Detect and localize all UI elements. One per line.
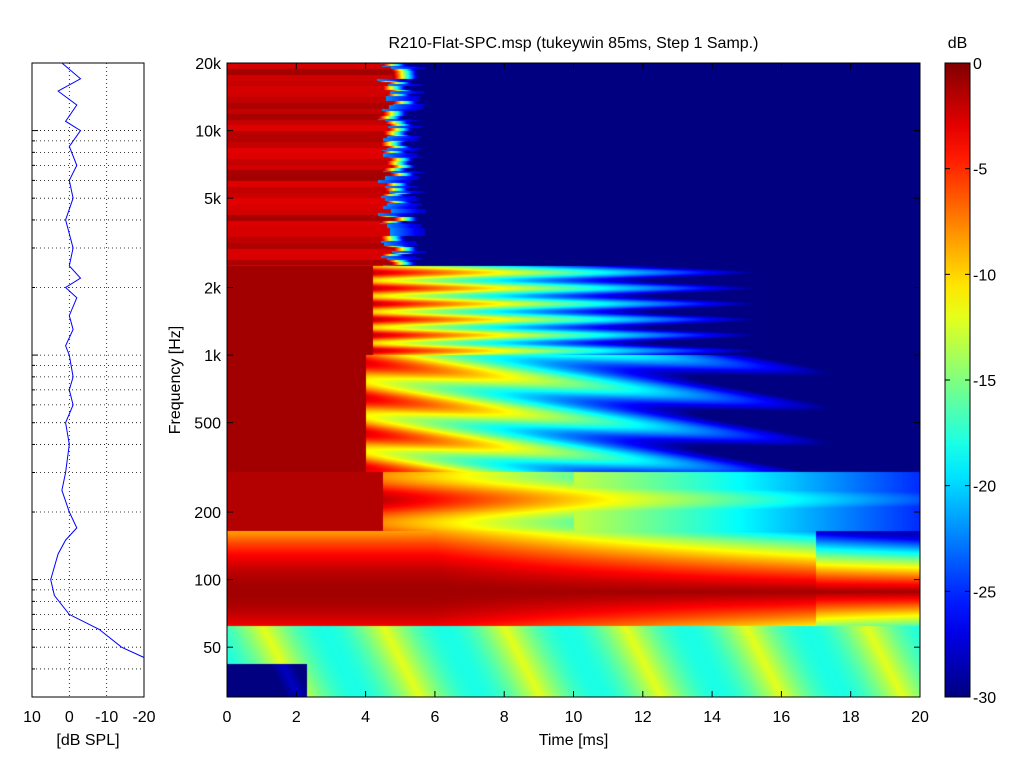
fr-x-tick-label: 10 (23, 709, 41, 726)
colorbar-tick-label: -10 (973, 267, 996, 284)
x-tick-label: 18 (842, 709, 860, 726)
colorbar-label: dB (948, 35, 968, 52)
y-tick-label: 5k (204, 191, 222, 208)
colorbar-tick-label: -15 (973, 373, 996, 390)
x-tick-label: 14 (703, 709, 721, 726)
fr-x-tick-label: 0 (65, 709, 74, 726)
x-tick-label: 20 (911, 709, 929, 726)
y-tick-label: 20k (195, 56, 222, 73)
fr-response-line (50, 62, 145, 658)
chart-title: R210-Flat-SPC.msp (tukeywin 85ms, Step 1… (389, 35, 759, 52)
colorbar-tick-label: -30 (973, 690, 996, 707)
y-tick-label: 100 (194, 573, 221, 590)
x-tick-label: 8 (500, 709, 509, 726)
x-tick-label: 16 (773, 709, 791, 726)
x-tick-label: 12 (634, 709, 652, 726)
colorbar-tick-label: -20 (973, 479, 996, 496)
x-tick-label: 2 (292, 709, 301, 726)
decay-heatmap (227, 63, 920, 697)
y-tick-label: 1k (204, 348, 222, 365)
fr-x-axis-label: [dB SPL] (56, 732, 119, 749)
colorbar-tick-label: -5 (973, 162, 987, 179)
fr-x-tick-label: -10 (95, 709, 118, 726)
fr-x-tick-label: -20 (132, 709, 155, 726)
y-axis-label: Frequency [Hz] (167, 326, 184, 434)
y-tick-label: 10k (195, 124, 222, 141)
y-tick-label: 500 (194, 416, 221, 433)
y-tick-label: 2k (204, 281, 222, 298)
colorbar-tick-label: -25 (973, 584, 996, 601)
x-tick-label: 0 (223, 709, 232, 726)
x-axis-label: Time [ms] (539, 732, 609, 749)
x-tick-label: 10 (565, 709, 583, 726)
x-tick-label: 6 (430, 709, 439, 726)
x-tick-label: 4 (361, 709, 370, 726)
fr-panel-frame (31, 62, 145, 698)
y-tick-label: 200 (194, 505, 221, 522)
y-tick-label: 50 (203, 640, 221, 657)
colorbar-tick-label: 0 (973, 56, 982, 73)
